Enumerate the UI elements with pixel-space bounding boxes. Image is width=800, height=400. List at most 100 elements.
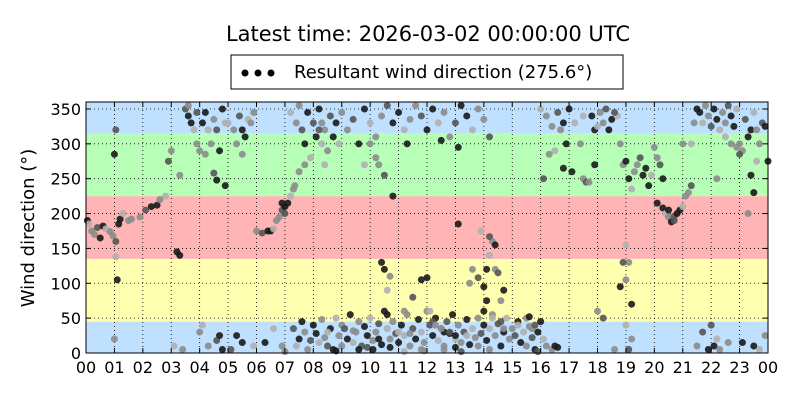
data-point (406, 115, 414, 123)
data-point (687, 140, 695, 148)
data-point (471, 334, 479, 342)
data-point (625, 258, 633, 266)
data-point (295, 101, 303, 109)
data-point (483, 265, 491, 273)
legend-marker-dots (241, 69, 275, 77)
data-point (287, 192, 295, 200)
data-point (594, 307, 601, 315)
data-point (417, 112, 425, 120)
data-point (707, 321, 715, 329)
data-point (395, 339, 403, 347)
data-point (429, 105, 437, 113)
chart-title: Latest time: 2026-03-02 00:00:00 UTC (226, 22, 630, 46)
legend-label: Resultant wind direction (275.6°) (294, 62, 592, 83)
data-point (710, 342, 718, 350)
data-point (378, 341, 386, 349)
data-point (466, 341, 474, 349)
data-point (238, 126, 246, 134)
data-point (628, 335, 636, 343)
data-point (486, 325, 494, 333)
data-point (659, 175, 667, 183)
x-tick-label: 09 (332, 358, 352, 377)
data-point (451, 343, 459, 351)
data-point (545, 150, 553, 158)
data-point (480, 307, 488, 315)
data-point (622, 276, 630, 284)
data-point (338, 108, 346, 116)
data-point (412, 101, 420, 109)
data-point (687, 182, 695, 190)
data-point (196, 328, 204, 336)
data-point (167, 147, 175, 155)
data-point (716, 346, 724, 354)
data-point (366, 140, 374, 148)
x-tick-label: 15 (502, 358, 522, 377)
data-point (110, 335, 118, 343)
data-point (349, 327, 357, 335)
x-tick-label: 16 (530, 358, 550, 377)
data-point (332, 314, 340, 322)
data-point (281, 210, 289, 218)
legend-box (230, 54, 624, 90)
data-point (304, 108, 312, 116)
data-point (690, 119, 698, 127)
data-point (468, 325, 476, 333)
data-point (375, 335, 383, 343)
data-point (142, 206, 150, 214)
data-point (480, 115, 488, 123)
data-point (238, 150, 246, 158)
data-point (147, 203, 155, 211)
data-point (112, 253, 120, 261)
data-point (684, 189, 692, 197)
data-point (713, 115, 721, 123)
data-point (750, 108, 758, 116)
data-point (707, 122, 715, 130)
data-point (616, 283, 624, 291)
data-point (383, 286, 391, 294)
data-point (406, 329, 414, 337)
data-point (537, 318, 545, 326)
data-point (233, 140, 241, 148)
data-point (645, 182, 653, 190)
data-point (315, 339, 323, 347)
data-point (321, 126, 329, 134)
data-point (542, 342, 550, 350)
data-point (210, 115, 218, 123)
data-point (301, 328, 309, 336)
data-point (247, 119, 255, 127)
data-point (733, 143, 741, 151)
data-point (400, 332, 408, 340)
data-point (710, 105, 718, 113)
data-point (704, 346, 712, 354)
data-point (679, 203, 687, 211)
data-point (386, 272, 394, 280)
data-point (355, 346, 363, 354)
data-point (494, 269, 502, 277)
data-point (363, 332, 371, 340)
data-point (193, 108, 201, 116)
data-point (559, 119, 567, 127)
data-point (440, 346, 448, 354)
data-point (216, 332, 224, 340)
data-point (486, 251, 494, 259)
data-point (349, 339, 357, 347)
data-point (326, 112, 334, 120)
data-point (440, 108, 448, 116)
data-point (199, 119, 207, 127)
data-point (449, 311, 457, 319)
data-point (162, 192, 170, 200)
data-point (755, 346, 763, 354)
data-point (522, 342, 530, 350)
data-point (528, 334, 536, 342)
data-point (633, 161, 641, 169)
data-point (332, 119, 340, 127)
y-tick-label: 50 (61, 309, 81, 328)
data-point (542, 112, 550, 120)
data-point (295, 335, 303, 343)
data-point (346, 311, 354, 319)
data-point (230, 126, 238, 134)
x-tick-label: 00 (758, 358, 778, 377)
x-tick-label: 21 (673, 358, 693, 377)
data-point (91, 230, 99, 238)
data-point (400, 126, 408, 134)
